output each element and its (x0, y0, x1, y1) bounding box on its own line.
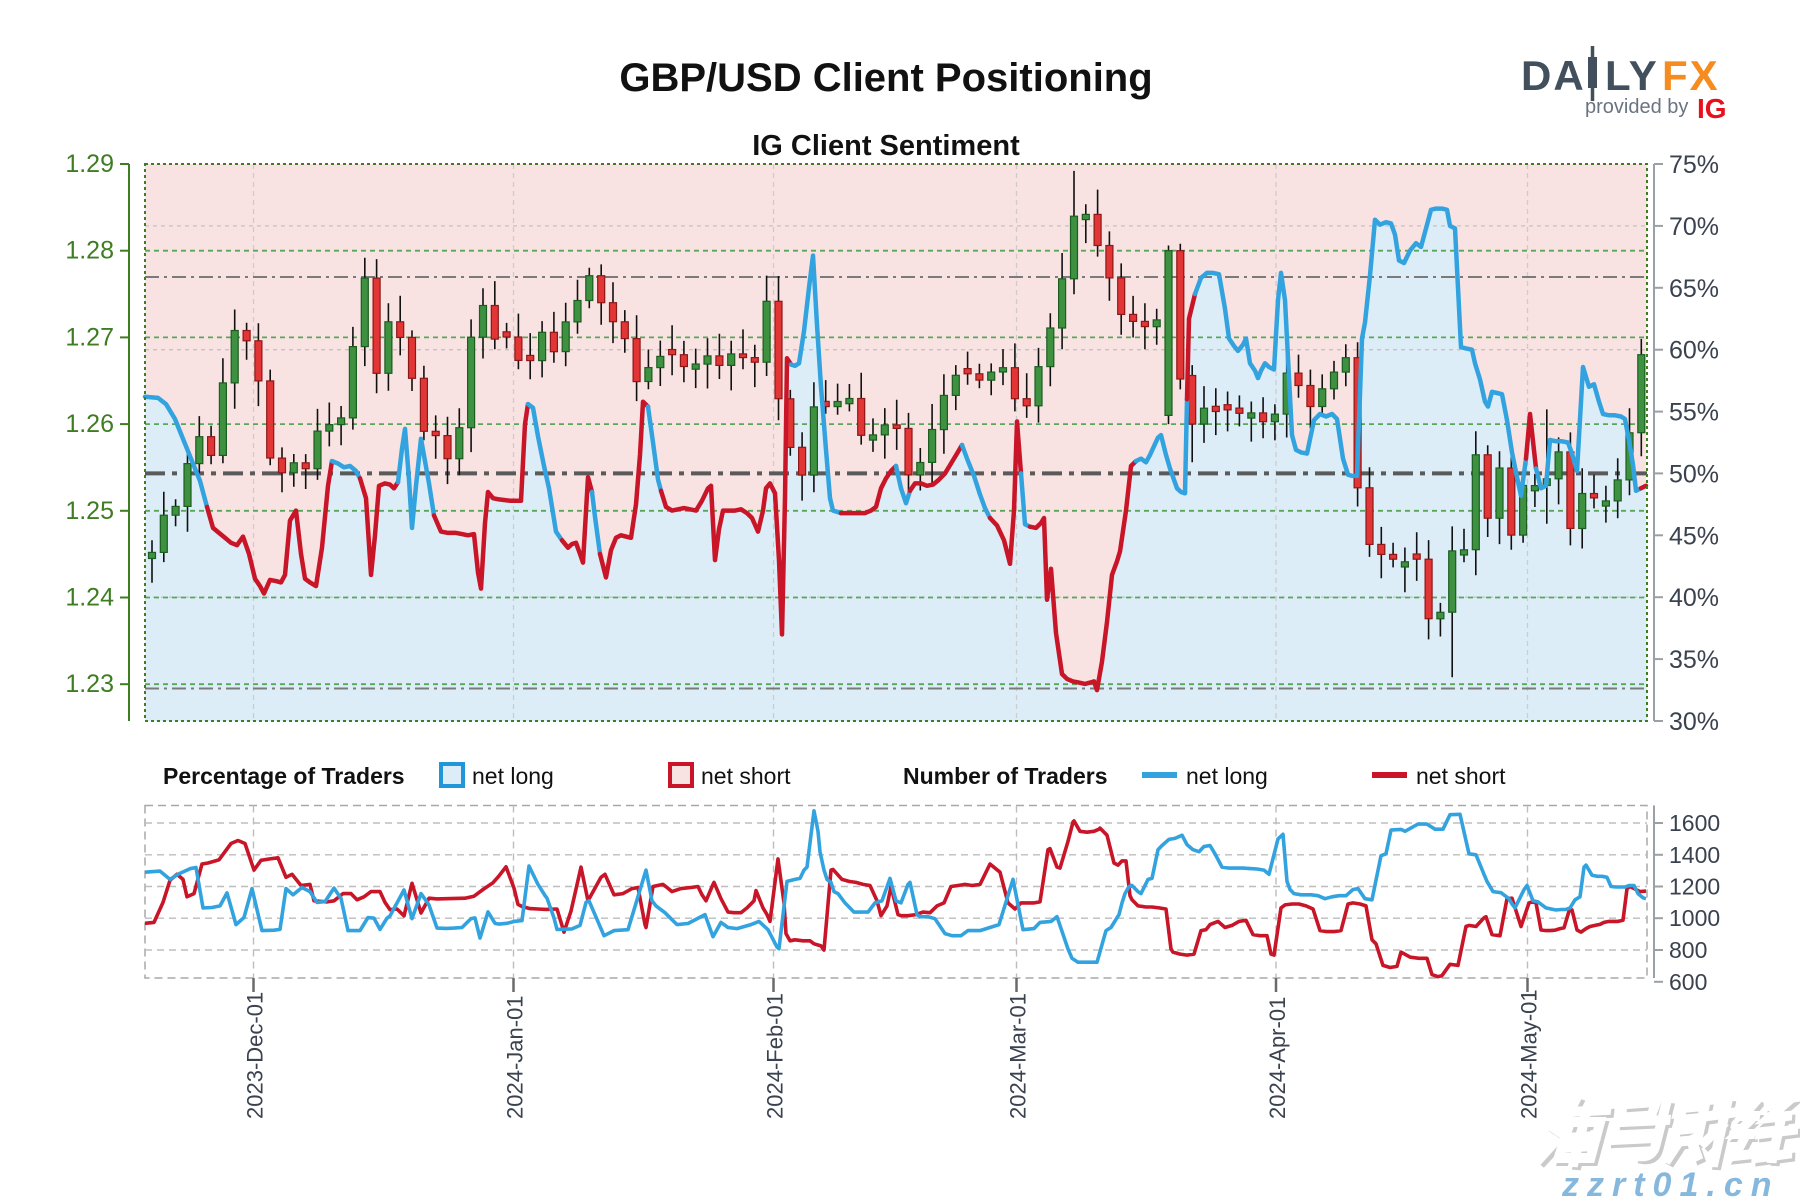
svg-text:45%: 45% (1669, 522, 1719, 550)
svg-text:net long: net long (472, 763, 554, 789)
svg-text:1.26: 1.26 (65, 410, 114, 438)
svg-text:Percentage of Traders: Percentage of Traders (163, 763, 405, 789)
svg-text:30%: 30% (1669, 708, 1719, 736)
svg-text:net short: net short (1416, 763, 1506, 789)
svg-text:FX: FX (1662, 52, 1720, 99)
svg-text:net short: net short (701, 763, 791, 789)
svg-text:1000: 1000 (1669, 905, 1720, 931)
svg-text:1.24: 1.24 (65, 584, 114, 612)
svg-text:net long: net long (1186, 763, 1268, 789)
svg-text:55%: 55% (1669, 399, 1719, 427)
svg-text:40%: 40% (1669, 584, 1719, 612)
svg-text:1600: 1600 (1669, 810, 1720, 836)
svg-text:provided by: provided by (1585, 96, 1688, 118)
svg-text:2024-Jan-01: 2024-Jan-01 (503, 995, 528, 1119)
svg-text:800: 800 (1669, 937, 1707, 963)
svg-text:65%: 65% (1669, 275, 1719, 303)
svg-text:75%: 75% (1669, 151, 1719, 179)
svg-text:35%: 35% (1669, 646, 1719, 674)
svg-text:1400: 1400 (1669, 842, 1720, 868)
svg-text:GBP/USD Client Positioning: GBP/USD Client Positioning (619, 56, 1152, 100)
svg-text:Number of Traders: Number of Traders (903, 763, 1108, 789)
svg-text:1.28: 1.28 (65, 237, 114, 265)
svg-text:60%: 60% (1669, 337, 1719, 365)
svg-text:50%: 50% (1669, 460, 1719, 488)
svg-text:1.23: 1.23 (65, 670, 114, 698)
svg-text:LY: LY (1605, 52, 1659, 99)
svg-text:1200: 1200 (1669, 874, 1720, 900)
svg-text:2024-Apr-01: 2024-Apr-01 (1265, 997, 1290, 1119)
svg-text:IG: IG (1697, 93, 1727, 124)
svg-text:600: 600 (1669, 969, 1707, 995)
svg-text:2024-May-01: 2024-May-01 (1517, 989, 1542, 1119)
svg-text:1.25: 1.25 (65, 497, 114, 525)
svg-text:70%: 70% (1669, 213, 1719, 241)
svg-text:1.27: 1.27 (65, 323, 114, 351)
svg-text:DA: DA (1521, 52, 1586, 99)
svg-text:2024-Feb-01: 2024-Feb-01 (763, 993, 788, 1119)
svg-text:zzrt01.cn: zzrt01.cn (1561, 1166, 1780, 1200)
svg-text:2023-Dec-01: 2023-Dec-01 (243, 992, 268, 1119)
svg-text:IG Client Sentiment: IG Client Sentiment (752, 130, 1020, 162)
svg-text:2024-Mar-01: 2024-Mar-01 (1006, 993, 1031, 1119)
svg-text:1.29: 1.29 (65, 150, 114, 178)
